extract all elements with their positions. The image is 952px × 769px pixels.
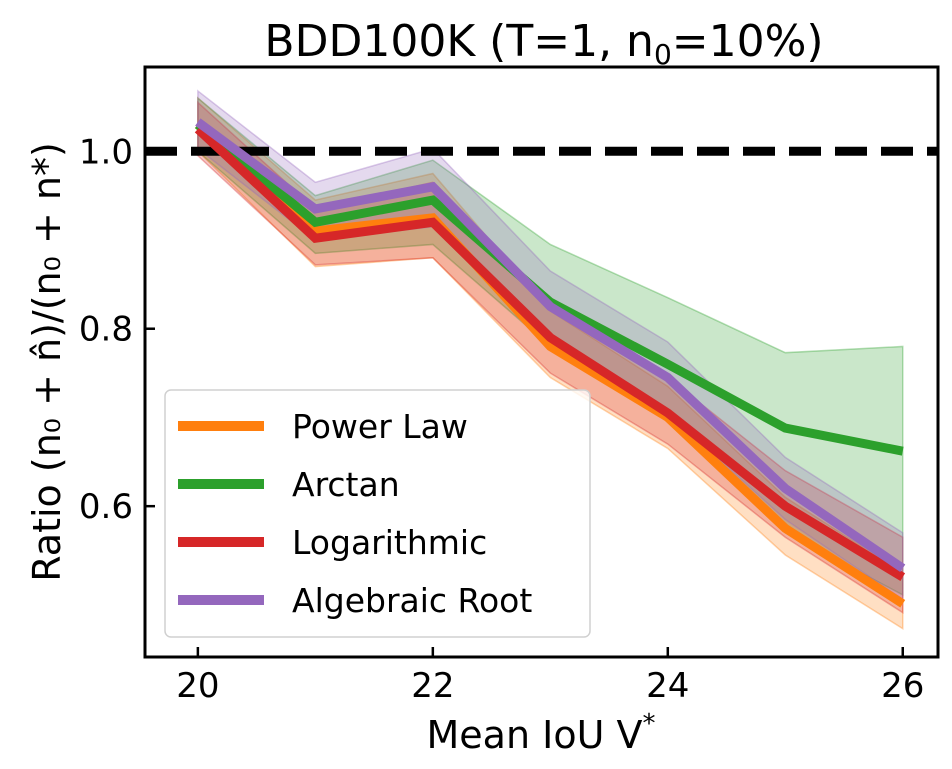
legend-label: Arctan [292,465,400,504]
x-tick-label: 24 [646,666,689,706]
series-line-logarithmic [194,125,906,582]
x-tick-label: 20 [176,666,219,706]
y-tick-label: 1.0 [79,132,133,172]
legend-label: Logarithmic [292,523,487,562]
y-tick-label: 0.8 [79,310,133,350]
legend: Power Law Arctan Logarithmic Algebraic Root [164,389,591,638]
series-line-algebraic-root [195,118,906,572]
legend-label: Power Law [292,407,468,446]
axis-ticks: 20 22 24 26 0.6 0.8 1.0 [79,132,924,706]
x-axis-title: Mean IoU V* [427,709,656,757]
y-axis-title: Ratio (n₀ + n̂)/(n₀ + n*) [25,142,69,582]
legend-box [164,389,591,638]
x-tick-label: 22 [411,666,454,706]
chart-title: BDD100K (T=1, n0=10%) [264,16,823,71]
y-tick-label: 0.6 [79,487,133,527]
series-line-power-law [194,121,906,608]
legend-label: Algebraic Root [292,581,532,620]
plot-frame [143,65,940,659]
series-lines [194,118,906,608]
x-tick-label: 26 [881,666,924,706]
